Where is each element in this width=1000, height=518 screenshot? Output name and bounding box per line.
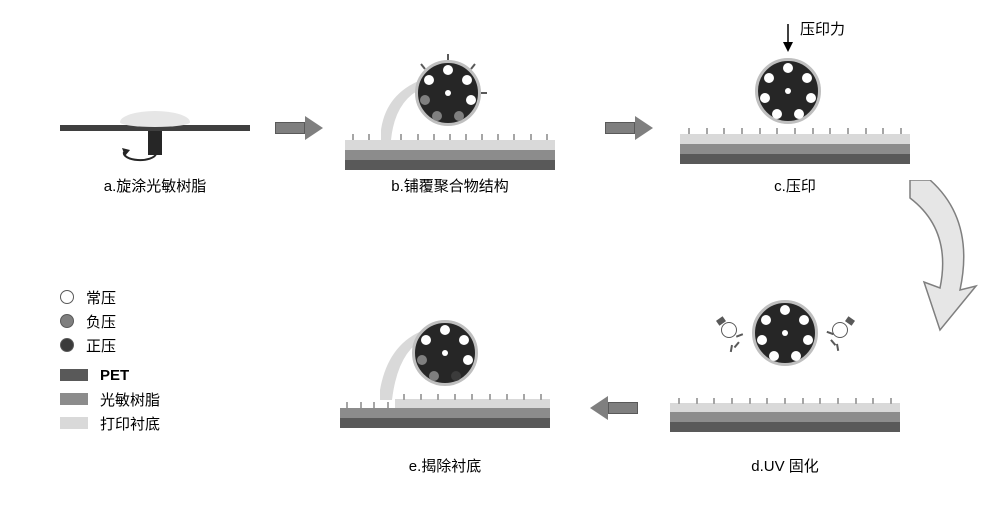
force-arrow-icon bbox=[780, 22, 796, 54]
layer-resin bbox=[345, 150, 555, 160]
roller-ticks-icon bbox=[409, 54, 487, 132]
legend-label: 负压 bbox=[86, 311, 116, 332]
layer-pet bbox=[680, 154, 910, 164]
legend-row: 打印衬底 bbox=[60, 411, 160, 435]
ridges bbox=[680, 128, 910, 134]
caption-c: c.压印 bbox=[680, 175, 910, 196]
uv-bulb-left-icon bbox=[714, 318, 744, 348]
roller-c bbox=[755, 58, 821, 124]
panel-d bbox=[660, 300, 910, 470]
legend: 常压 负压 正压 PET 光敏树脂 打印衬底 bbox=[60, 285, 160, 435]
layer-substrate bbox=[680, 134, 910, 144]
swatch-negative-pressure bbox=[60, 314, 74, 328]
ridges bbox=[395, 394, 550, 400]
caption-e: e.揭除衬底 bbox=[330, 455, 560, 476]
legend-label: PET bbox=[100, 367, 129, 384]
panel-e bbox=[330, 300, 560, 470]
legend-row: 光敏树脂 bbox=[60, 387, 160, 411]
ridges bbox=[340, 402, 395, 408]
layer-resin bbox=[670, 412, 900, 422]
layer-substrate-partial bbox=[395, 399, 550, 408]
legend-label: 正压 bbox=[86, 335, 116, 356]
rotation-arrow-icon bbox=[118, 144, 162, 166]
layer-pet bbox=[345, 160, 555, 170]
legend-row: 正压 bbox=[60, 333, 160, 357]
legend-label: 常压 bbox=[86, 287, 116, 308]
legend-row: 常压 bbox=[60, 285, 160, 309]
roller-e bbox=[412, 320, 478, 386]
arrow-b-to-c bbox=[605, 118, 653, 138]
legend-label: 光敏树脂 bbox=[100, 389, 160, 410]
arrow-a-to-b bbox=[275, 118, 323, 138]
caption-b: b.铺覆聚合物结构 bbox=[335, 175, 565, 196]
panel-b bbox=[335, 40, 565, 190]
layer-pet bbox=[340, 418, 550, 428]
swatch-substrate bbox=[60, 417, 88, 429]
swatch-pet bbox=[60, 369, 88, 381]
layer-substrate bbox=[670, 403, 900, 412]
swatch-resin bbox=[60, 393, 88, 405]
force-label: 压印力 bbox=[800, 18, 845, 39]
swatch-positive-pressure bbox=[60, 338, 74, 352]
stack-c bbox=[680, 134, 910, 164]
legend-row: PET bbox=[60, 363, 160, 387]
caption-d: d.UV 固化 bbox=[660, 455, 910, 476]
resin-droplet bbox=[120, 111, 190, 127]
caption-a: a.旋涂光敏树脂 bbox=[60, 175, 250, 196]
legend-label: 打印衬底 bbox=[100, 413, 160, 434]
layer-resin bbox=[340, 408, 550, 418]
ridges bbox=[670, 398, 900, 404]
layer-resin bbox=[680, 144, 910, 154]
uv-bulb-right-icon bbox=[828, 318, 858, 348]
roller-d bbox=[752, 300, 818, 366]
legend-row: 负压 bbox=[60, 309, 160, 333]
arrow-d-to-e bbox=[590, 398, 638, 418]
stack-b bbox=[345, 140, 555, 170]
layer-pet bbox=[670, 422, 900, 432]
swatch-normal-pressure bbox=[60, 290, 74, 304]
panel-c: 压印力 bbox=[680, 30, 910, 190]
stack-d bbox=[670, 410, 900, 434]
stack-e bbox=[340, 404, 550, 430]
